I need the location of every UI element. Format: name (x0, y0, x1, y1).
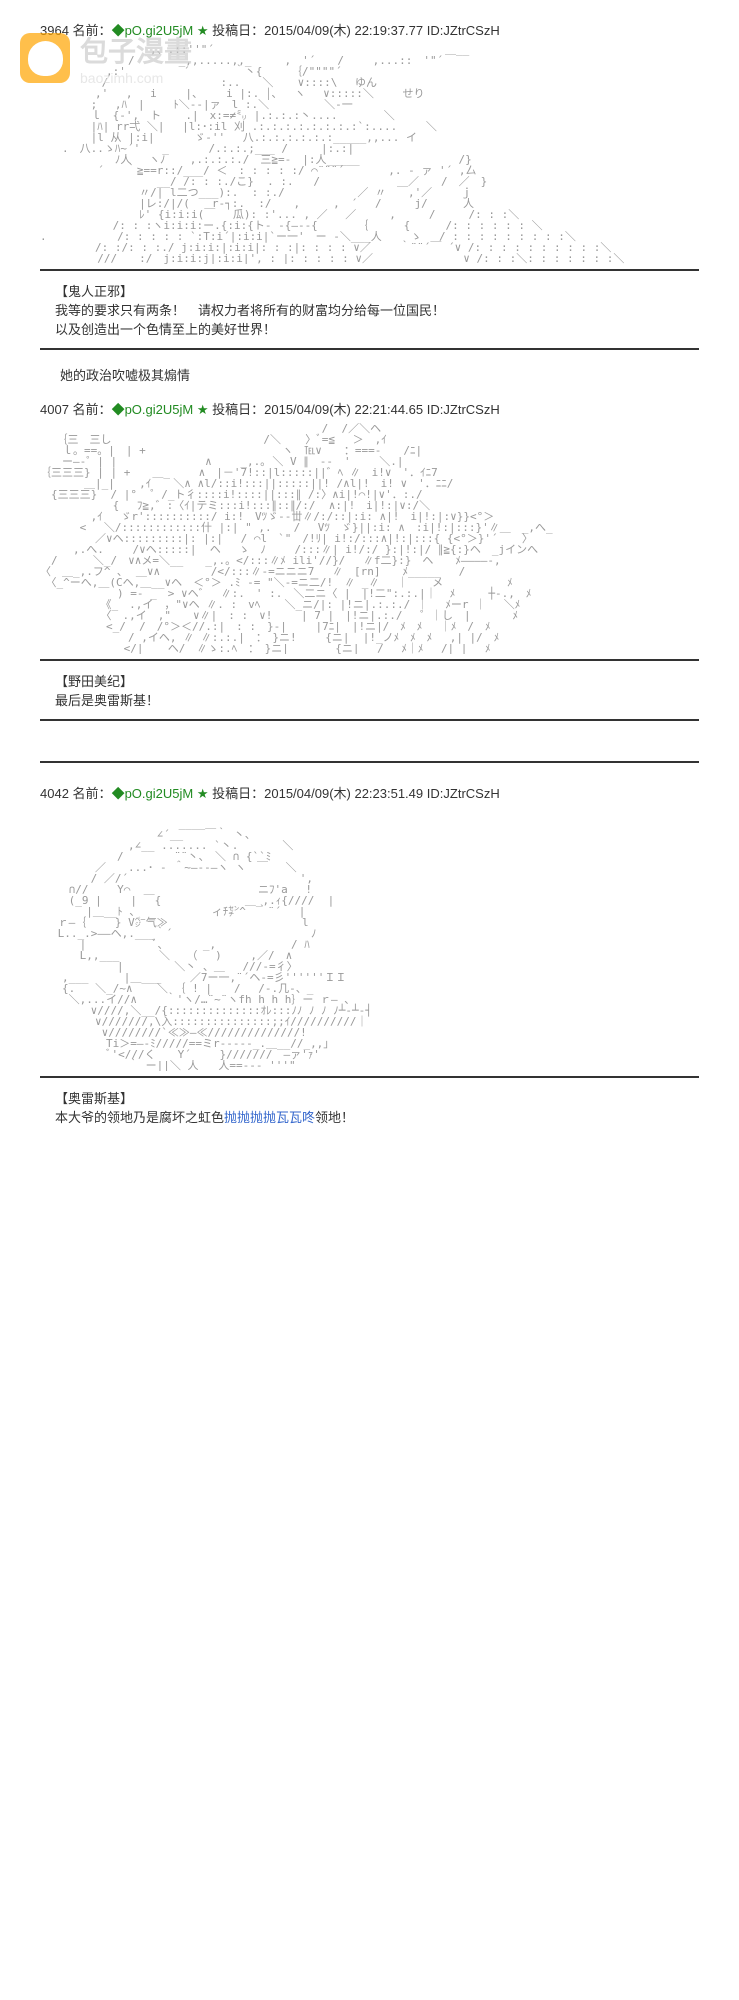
post-header-3: 4042 名前：◆pO.gi2U5jM ★ 投稿日：2015/04/09(木) … (40, 783, 699, 802)
post-id: JZtrCSzH (443, 402, 499, 417)
divider (40, 1076, 699, 1078)
divider (40, 269, 699, 271)
character-name: 【奥雷斯基】 (55, 1088, 684, 1107)
divider (40, 348, 699, 350)
star-icon: ★ (197, 23, 209, 38)
tripcode: ◆pO.gi2U5jM (112, 786, 194, 801)
name-label: 名前： (73, 402, 112, 417)
watermark-subtitle: baozimh.com (80, 70, 192, 86)
quote-box-1: 【鬼人正邪】 我等的要求只有两条！ 请权力者将所有的财富均分给每一位国民！ 以及… (40, 276, 699, 343)
ascii-art-3: ____ ∠´__ ￣｀ 丶、 ,∠__ ....... `丶. ＼ / ¨¨丶… (40, 807, 699, 1071)
post-id: JZtrCSzH (443, 23, 499, 38)
narration-text: 她的政治吹嘘极其煽情 (60, 365, 679, 384)
divider (40, 719, 699, 721)
post-date: 2015/04/09(木) 22:23:51.49 (264, 786, 423, 801)
bun-icon (20, 33, 70, 83)
post-date-label: 投稿日： (212, 23, 264, 38)
character-name: 【鬼人正邪】 (55, 281, 684, 300)
dialogue-line: 以及创造出一个色情至上的美好世界！ (55, 319, 684, 338)
territory-list (40, 726, 699, 756)
dialogue-line: 最后是奥雷斯基！ (55, 690, 684, 709)
post-header-2: 4007 名前：◆pO.gi2U5jM ★ 投稿日：2015/04/09(木) … (40, 399, 699, 418)
watermark-logo: 包子漫畫 baozimh.com (20, 30, 192, 86)
highlighted-text: 抛抛抛抛瓦瓦咚 (224, 1110, 315, 1125)
ascii-art-2: / /／＼ヘ ｛三 三し /＼ 〉ﾞ=≦ ＞ ,ｲ ｌ。==。| | + ヽ ℡… (40, 423, 699, 654)
tripcode: ◆pO.gi2U5jM (112, 402, 194, 417)
watermark-title: 包子漫畫 (80, 30, 192, 70)
star-icon: ★ (197, 786, 209, 801)
post-date: 2015/04/09(木) 22:21:44.65 (264, 402, 423, 417)
id-label: ID: (427, 402, 444, 417)
divider (40, 659, 699, 661)
character-name: 【野田美纪】 (55, 671, 684, 690)
id-label: ID: (427, 786, 444, 801)
star-icon: ★ (197, 402, 209, 417)
post-date: 2015/04/09(木) 22:19:37.77 (264, 23, 423, 38)
dialogue-line: 我等的要求只有两条！ 请权力者将所有的财富均分给每一位国民！ (55, 300, 684, 319)
post-number: 4042 (40, 786, 69, 801)
post-date-label: 投稿日： (212, 402, 264, 417)
post-date-label: 投稿日： (212, 786, 264, 801)
quote-box-2: 【野田美纪】 最后是奥雷斯基！ (40, 666, 699, 714)
id-label: ID: (427, 23, 444, 38)
post-id: JZtrCSzH (443, 786, 499, 801)
post-number: 4007 (40, 402, 69, 417)
divider (40, 761, 699, 763)
quote-box-3: 【奥雷斯基】 本大爷的领地乃是腐坏之虹色抛抛抛抛瓦瓦咚领地！ (40, 1083, 699, 1131)
dialogue-line: 本大爷的领地乃是腐坏之虹色抛抛抛抛瓦瓦咚领地！ (55, 1107, 684, 1126)
name-label: 名前： (73, 786, 112, 801)
